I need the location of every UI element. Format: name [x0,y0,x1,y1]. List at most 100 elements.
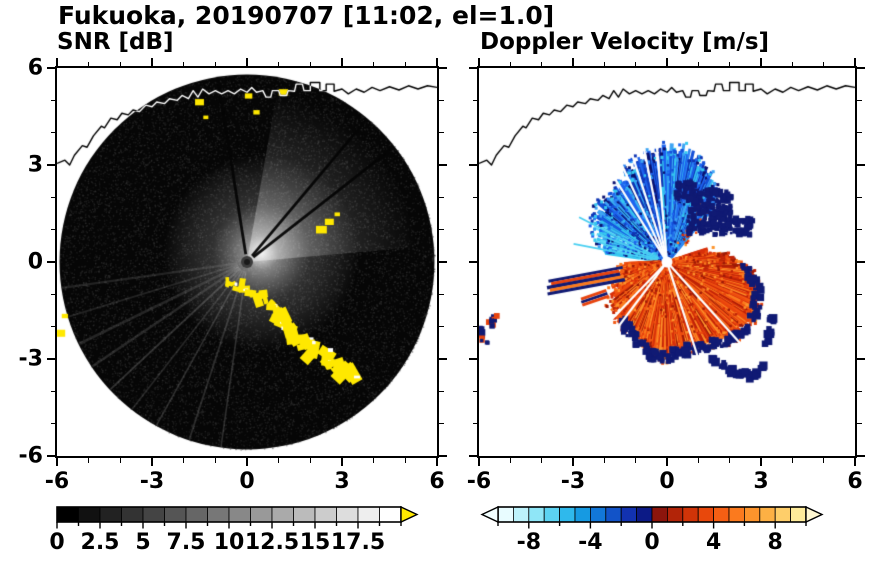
x-tick-label: -6 [44,469,70,494]
axis-tick [478,458,480,466]
axis-tick [439,261,447,263]
colorbar-tick-label: 5 [135,530,151,555]
axis-tick [47,67,55,69]
axis-tick [439,131,444,134]
snr-panel-title: SNR [dB] [57,29,174,55]
axis-tick [439,390,444,393]
axis-tick [439,196,444,199]
axis-tick [791,458,794,463]
x-tick-label: 0 [659,469,675,494]
axis-tick [277,458,280,463]
x-tick-label: 3 [753,469,769,494]
axis-tick [603,61,606,66]
axis-tick [854,458,856,466]
axis-tick [469,164,477,166]
doppler-colorbar [480,505,824,529]
axis-tick [472,422,477,425]
figure-title: Fukuoka, 20190707 [11:02, el=1.0] [58,1,555,30]
axis-tick [436,58,438,66]
axis-tick [151,458,153,466]
axis-tick [857,325,862,328]
axis-tick [439,358,447,360]
axis-tick [309,458,312,463]
axis-tick [857,164,865,166]
colorbar-tick-label: 7.5 [166,530,206,555]
axis-tick [854,58,856,66]
axis-tick [472,228,477,231]
colorbar-tick-label: 8 [767,530,783,555]
y-tick-label: -3 [18,346,43,372]
colorbar-tick-label: 17.5 [330,530,386,555]
x-tick-label: -3 [139,469,165,494]
axis-tick [857,293,862,296]
x-tick-label: 0 [239,469,255,494]
axis-tick [728,458,731,463]
axis-tick [246,458,248,466]
axis-tick [857,67,865,69]
colorbar-tick-label: -4 [578,530,603,555]
axis-tick [603,458,606,463]
axis-tick [857,228,862,231]
axis-tick [372,61,375,66]
axis-tick [634,458,637,463]
snr-colorbar [56,505,419,529]
axis-tick [666,458,668,466]
axis-tick [540,61,543,66]
snr-radar-image [57,68,437,456]
axis-tick [697,458,700,463]
axis-tick [50,131,55,134]
axis-tick [47,358,55,360]
doppler-plot-frame [477,66,857,458]
axis-tick [404,458,407,463]
x-tick-label: -3 [560,469,586,494]
axis-tick [469,261,477,263]
axis-tick [439,293,444,296]
axis-tick [472,99,477,102]
x-tick-label: 6 [429,469,445,494]
axis-tick [214,458,217,463]
axis-tick [760,458,762,466]
axis-tick [87,458,90,463]
axis-tick [56,58,58,66]
x-tick-label: 3 [334,469,350,494]
axis-tick [472,325,477,328]
axis-tick [857,196,862,199]
axis-tick [572,58,574,66]
axis-tick [509,61,512,66]
axis-tick [47,164,55,166]
x-tick-label: -6 [466,469,492,494]
axis-tick [857,390,862,393]
axis-tick [119,61,122,66]
axis-tick [50,228,55,231]
doppler-panel-title: Doppler Velocity [m/s] [480,29,770,55]
axis-tick [540,458,543,463]
axis-tick [439,67,447,69]
colorbar-tick-label: 12.5 [244,530,300,555]
axis-tick [436,458,438,466]
colorbar-tick-label: 2.5 [80,530,120,555]
y-tick-label: 3 [27,152,43,178]
y-tick-label: 0 [27,249,43,275]
axis-tick [857,261,865,263]
axis-tick [509,458,512,463]
axis-tick [309,61,312,66]
axis-tick [439,228,444,231]
axis-tick [439,164,447,166]
axis-tick [50,293,55,296]
axis-tick [666,58,668,66]
axis-tick [404,61,407,66]
axis-tick [760,58,762,66]
axis-tick [822,61,825,66]
axis-tick [472,293,477,296]
axis-tick [857,358,865,360]
doppler-radar-image [479,68,855,456]
axis-tick [56,458,58,466]
x-tick-label: 6 [847,469,863,494]
colorbar-tick-label: 15 [299,530,331,555]
y-tick-label: 6 [27,55,43,81]
colorbar-tick-label: 4 [705,530,722,555]
axis-tick [47,455,55,457]
colorbar-tick-label: 10 [213,530,245,555]
axis-tick [50,99,55,102]
